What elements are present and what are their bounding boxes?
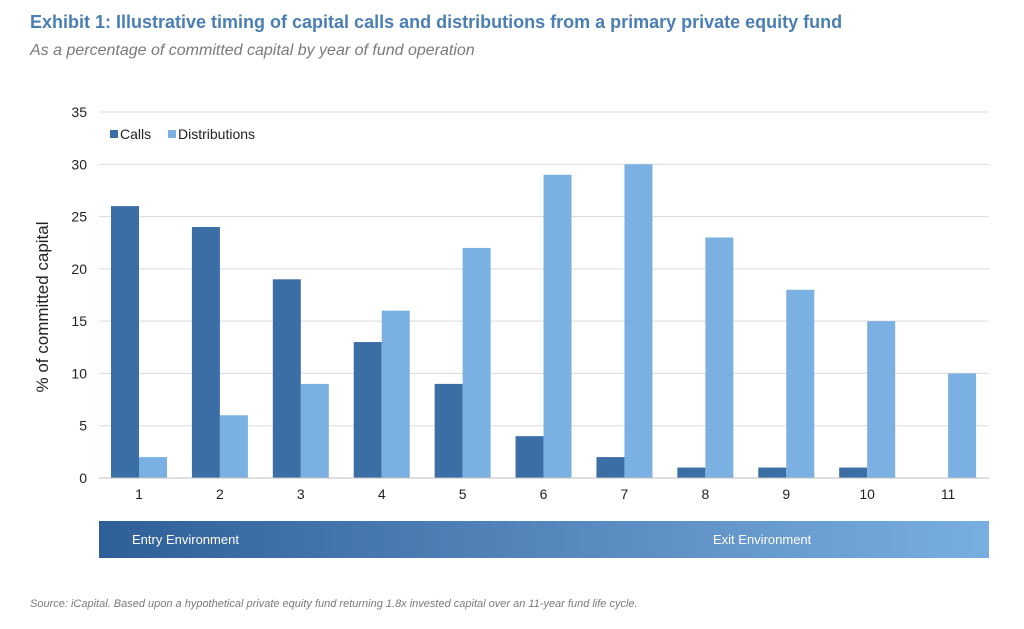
entry-environment-label: Entry Environment [132,532,239,547]
y-axis-label: % of committed capital [33,221,52,392]
legend-swatch-distributions [168,130,176,138]
bar-calls-1 [111,206,139,478]
axes: 0 5 10 15 20 25 30 35 1 2 3 4 5 6 7 8 9 10 11 % of committe… [33,104,989,502]
bar-chart: 0 5 10 15 20 25 30 35 1 2 3 4 5 6 7 8 9 10 11 % of committe… [33,104,989,502]
x-tick-label: 9 [782,486,790,502]
x-tick-label: 4 [378,486,386,502]
gridlines [99,111,989,427]
bar-distributions-3 [300,383,329,478]
bar-distributions-6 [543,174,572,478]
legend-label-distributions: Distributions [178,126,255,142]
bar-calls-6 [515,436,544,478]
y-tick-label: 0 [79,470,87,486]
legend: Calls Distributions [110,126,255,142]
bar-distributions-1 [139,457,167,478]
bar-distributions-8 [705,237,734,478]
x-tick-label: 7 [621,486,629,502]
bar-distributions-10 [867,321,896,478]
legend-label-calls: Calls [120,126,151,142]
bar-calls-4 [353,342,382,478]
source-note: Source: iCapital. Based upon a hypotheti… [30,598,638,610]
bar-calls-3 [272,279,301,478]
y-tick-label: 30 [71,156,87,172]
exit-environment-label: Exit Environment [713,532,812,547]
x-tick-label: 10 [859,486,875,502]
x-tick-label: 3 [297,486,305,502]
y-tick-label: 20 [71,261,87,277]
bar-distributions-11 [948,373,977,478]
bar-distributions-4 [381,310,410,478]
bar-calls-9 [758,467,787,478]
x-tick-label: 6 [540,486,548,502]
bar-calls-10 [839,467,868,478]
x-tick-label: 1 [135,486,143,502]
x-tick-label: 11 [941,486,956,502]
bar-distributions-9 [786,289,815,478]
bar-calls-8 [677,467,706,478]
chart-subtitle: As a percentage of committed capital by … [30,42,475,59]
chart-title: Exhibit 1: Illustrative timing of capita… [30,12,843,32]
y-tick-label: 5 [79,418,87,434]
bar-calls-7 [596,457,625,478]
environment-band: Entry Environment Exit Environment [99,521,989,558]
bar-distributions-7 [624,164,653,479]
y-tick-label: 15 [71,313,87,329]
bar-distributions-5 [462,247,491,478]
bar-distributions-2 [219,415,248,478]
legend-swatch-calls [110,130,118,138]
y-tick-label: 10 [71,365,87,381]
bar-calls-2 [191,227,220,478]
x-tick-label: 5 [459,486,467,502]
x-tick-label: 8 [701,486,709,502]
y-tick-label: 35 [71,104,87,120]
bar-calls-5 [434,383,463,478]
bars [111,164,977,479]
x-tick-label: 2 [216,486,224,502]
y-tick-label: 25 [71,209,87,225]
